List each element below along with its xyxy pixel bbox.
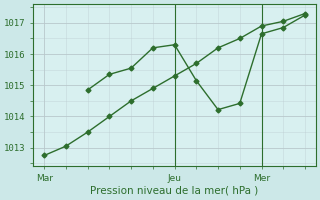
X-axis label: Pression niveau de la mer( hPa ): Pression niveau de la mer( hPa ) bbox=[91, 186, 259, 196]
